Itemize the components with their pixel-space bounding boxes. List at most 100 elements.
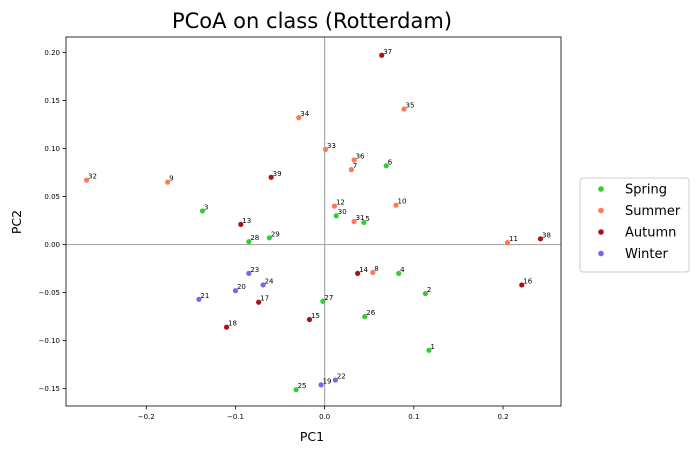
point-label-12: 12 <box>336 199 345 207</box>
data-point-summer-12 <box>331 203 338 209</box>
point-label-1: 1 <box>431 343 435 351</box>
y-tick-label: 0.00 <box>44 241 60 249</box>
plot-area-frame <box>65 36 562 407</box>
data-point-spring-28 <box>246 239 252 245</box>
y-axis-label: PC2 <box>9 210 24 234</box>
point-label-21: 21 <box>200 292 209 300</box>
point-label-11: 11 <box>509 235 518 243</box>
y-tick-label: 0.10 <box>44 145 60 153</box>
data-point-spring-3 <box>199 208 206 214</box>
data-point-spring-26 <box>362 314 368 320</box>
point-label-26: 26 <box>366 309 375 317</box>
point-label-23: 23 <box>250 266 259 274</box>
point-label-14: 14 <box>359 266 368 274</box>
data-point-autumn-38 <box>537 236 544 242</box>
data-point-autumn-13 <box>238 221 244 227</box>
point-label-8: 8 <box>374 265 378 273</box>
y-tick-label: 0.05 <box>44 193 60 201</box>
point-label-27: 27 <box>324 294 333 302</box>
legend: Spring Summer Autumn Winter <box>579 177 690 273</box>
data-point-summer-34 <box>296 115 302 121</box>
x-tick-label: 0.0 <box>319 413 330 421</box>
data-point-summer-33 <box>322 146 329 153</box>
data-point-spring-27 <box>320 298 326 304</box>
data-point-spring-25 <box>293 387 299 393</box>
data-point-summer-31 <box>351 218 357 225</box>
point-label-29: 29 <box>271 230 280 238</box>
point-label-32: 32 <box>88 173 97 181</box>
point-label-33: 33 <box>327 142 336 150</box>
point-label-6: 6 <box>388 158 393 166</box>
data-point-summer-11 <box>504 240 511 246</box>
data-point-autumn-15 <box>306 316 313 323</box>
data-point-summer-7 <box>348 167 355 173</box>
data-point-winter-22 <box>332 377 338 383</box>
data-point-winter-20 <box>232 288 239 294</box>
data-point-autumn-37 <box>379 52 385 58</box>
point-label-9: 9 <box>169 175 173 183</box>
x-tick-label: −0.1 <box>227 413 244 421</box>
point-label-31: 31 <box>356 214 365 222</box>
point-label-35: 35 <box>406 102 415 110</box>
data-point-winter-24 <box>260 282 266 288</box>
legend-marker-winter <box>598 250 604 257</box>
x-axis-label: PC1 <box>300 429 324 444</box>
data-point-autumn-17 <box>256 299 262 305</box>
legend-label-summer: Summer <box>625 204 681 219</box>
data-point-summer-35 <box>401 106 407 112</box>
point-label-10: 10 <box>398 198 407 206</box>
legend-marker-summer <box>598 207 604 214</box>
point-label-36: 36 <box>356 153 365 161</box>
data-point-winter-19 <box>318 382 324 388</box>
x-tick-label: 0.2 <box>497 413 508 421</box>
point-label-13: 13 <box>242 217 251 225</box>
point-label-16: 16 <box>523 277 532 285</box>
point-label-18: 18 <box>228 320 237 328</box>
point-label-2: 2 <box>427 286 431 294</box>
point-label-3: 3 <box>204 203 208 211</box>
legend-label-winter: Winter <box>625 247 669 262</box>
point-label-5: 5 <box>365 215 369 223</box>
legend-box <box>579 177 690 273</box>
point-label-20: 20 <box>237 283 246 291</box>
legend-marker-autumn <box>598 229 604 235</box>
data-point-autumn-39 <box>268 174 274 180</box>
y-tick-label: 0.20 <box>44 49 60 57</box>
point-label-25: 25 <box>298 382 307 390</box>
point-label-37: 37 <box>383 48 392 56</box>
point-label-17: 17 <box>260 295 269 303</box>
data-point-summer-9 <box>165 179 171 185</box>
point-label-34: 34 <box>300 110 309 118</box>
data-point-summer-8 <box>370 269 376 276</box>
point-label-28: 28 <box>250 234 259 242</box>
x-tick-label: −0.2 <box>138 413 155 421</box>
data-point-winter-21 <box>196 296 202 302</box>
data-point-winter-23 <box>246 270 252 276</box>
y-tick-label: 0.15 <box>44 97 60 105</box>
x-axis-ticks: −0.2 −0.1 0.0 0.1 0.2 <box>138 406 509 421</box>
data-point-spring-29 <box>266 235 272 241</box>
point-label-38: 38 <box>542 231 551 239</box>
y-tick-label: −0.10 <box>39 337 60 345</box>
data-point-summer-36 <box>351 157 357 163</box>
legend-marker-spring <box>598 186 604 192</box>
point-label-15: 15 <box>311 312 320 320</box>
point-label-4: 4 <box>400 266 405 274</box>
data-point-summer-10 <box>393 202 399 208</box>
data-point-autumn-16 <box>519 282 525 288</box>
chart-title: PCoA on class (Rotterdam) <box>172 9 452 33</box>
point-label-30: 30 <box>338 208 347 216</box>
data-point-spring-30 <box>333 213 339 219</box>
data-point-spring-6 <box>383 163 389 169</box>
y-tick-label: −0.15 <box>39 385 60 393</box>
y-axis-ticks: −0.15 −0.10 −0.05 0.00 0.05 0.10 0.15 0.20 <box>39 49 66 393</box>
legend-label-autumn: Autumn <box>625 226 676 241</box>
data-point-spring-1 <box>426 347 432 353</box>
data-point-autumn-14 <box>355 270 361 276</box>
data-point-spring-5 <box>361 219 367 226</box>
point-label-24: 24 <box>265 277 274 285</box>
point-label-39: 39 <box>273 170 282 178</box>
data-point-spring-2 <box>422 290 429 297</box>
